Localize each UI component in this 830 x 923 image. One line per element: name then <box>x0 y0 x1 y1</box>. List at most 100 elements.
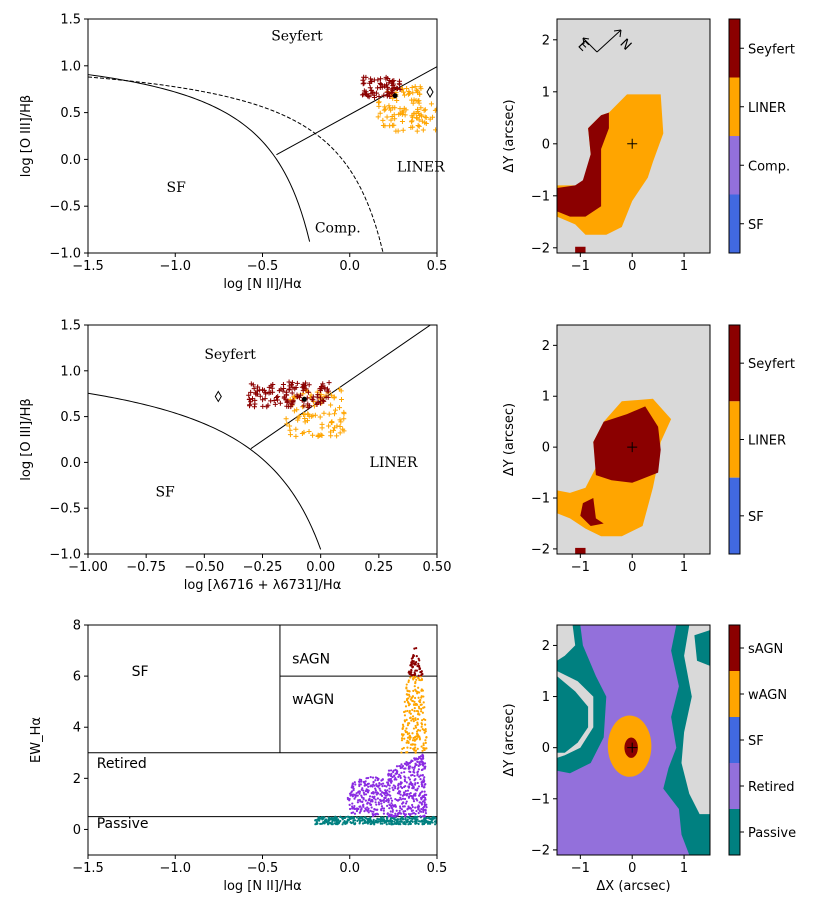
x-tick-label: 0.0 <box>339 861 360 876</box>
data-point <box>360 77 366 83</box>
data-point <box>417 728 420 732</box>
x-tick-label: 1 <box>680 259 688 274</box>
data-point <box>412 800 416 803</box>
data-point <box>334 815 337 818</box>
data-point <box>405 687 408 690</box>
data-point <box>389 87 395 93</box>
data-point <box>251 404 257 410</box>
colorbar-label: Comp. <box>748 159 790 174</box>
data-point <box>403 719 406 722</box>
y-tick-label: −0.5 <box>49 502 81 517</box>
data-point <box>419 755 423 758</box>
data-point <box>394 805 397 808</box>
data-point <box>420 803 424 806</box>
data-point <box>376 100 382 106</box>
data-point <box>410 809 413 813</box>
data-point <box>310 432 316 438</box>
data-point <box>394 86 400 92</box>
data-point <box>353 807 356 810</box>
data-point <box>413 765 417 768</box>
data-point <box>431 816 434 819</box>
data-point <box>408 820 411 824</box>
data-point <box>410 782 413 785</box>
data-point <box>331 820 334 823</box>
data-point <box>284 389 290 395</box>
data-point <box>627 138 638 149</box>
data-point <box>293 433 299 439</box>
data-point <box>417 696 420 699</box>
data-point <box>407 816 410 819</box>
data-point <box>389 113 395 119</box>
data-point <box>382 812 386 815</box>
data-point <box>369 816 372 819</box>
data-point <box>416 773 419 776</box>
data-point <box>371 799 374 802</box>
data-point <box>406 689 409 692</box>
data-point <box>409 85 415 91</box>
map-region-passive-left-2 <box>557 676 589 753</box>
data-point <box>358 790 361 793</box>
data-point <box>369 822 373 825</box>
data-point <box>399 796 402 799</box>
data-point <box>392 804 395 807</box>
data-point <box>420 768 424 772</box>
data-point <box>351 802 354 805</box>
data-point <box>391 807 394 810</box>
data-point <box>410 657 413 660</box>
colorbar-segment <box>729 671 740 717</box>
data-point <box>376 778 379 782</box>
data-point <box>413 758 417 761</box>
data-point <box>361 80 367 86</box>
data-point <box>419 679 422 682</box>
diamond-marker <box>426 86 434 98</box>
data-point <box>394 98 400 104</box>
data-point <box>352 785 355 788</box>
data-point <box>418 756 421 759</box>
data-point <box>419 815 422 818</box>
data-point <box>343 816 347 820</box>
data-point <box>414 726 418 729</box>
data-point <box>376 93 382 99</box>
data-point <box>375 783 378 786</box>
data-point <box>408 735 412 738</box>
data-point <box>269 385 275 391</box>
panel-map-whan: −1 0 1 −2 −1 0 1 2 ΔX (arcsec) ΔY (arcsec) sAGN wAG… <box>502 624 796 894</box>
data-point <box>399 785 402 788</box>
data-point <box>381 785 384 788</box>
data-point <box>413 685 416 688</box>
data-point <box>248 399 254 405</box>
y-tick-label: 1 <box>542 390 550 405</box>
data-point <box>368 802 371 805</box>
data-point <box>372 781 375 784</box>
data-point <box>404 776 407 779</box>
data-point <box>350 811 353 815</box>
data-point <box>398 773 401 776</box>
data-point <box>404 802 408 805</box>
data-point <box>405 793 408 796</box>
data-point <box>399 111 405 117</box>
data-point <box>411 110 417 116</box>
data-point <box>386 793 389 796</box>
map-area <box>557 19 710 253</box>
data-point <box>409 676 412 679</box>
data-point <box>353 823 356 826</box>
data-point <box>423 819 427 822</box>
data-point <box>376 821 379 824</box>
data-point <box>399 781 402 784</box>
data-point <box>405 800 408 803</box>
data-point <box>421 800 425 803</box>
map-region-seyfert-blob <box>575 246 586 253</box>
data-point <box>400 739 404 742</box>
data-point <box>403 700 406 703</box>
data-point <box>420 807 423 811</box>
data-point <box>424 765 427 768</box>
y-tick-label: 1.0 <box>60 59 81 74</box>
data-point <box>364 793 368 796</box>
data-point <box>353 812 357 815</box>
data-point <box>420 758 423 761</box>
data-point <box>416 100 422 106</box>
data-point <box>387 123 393 129</box>
map-region-passive-right-2 <box>694 630 710 666</box>
data-point <box>411 743 414 746</box>
